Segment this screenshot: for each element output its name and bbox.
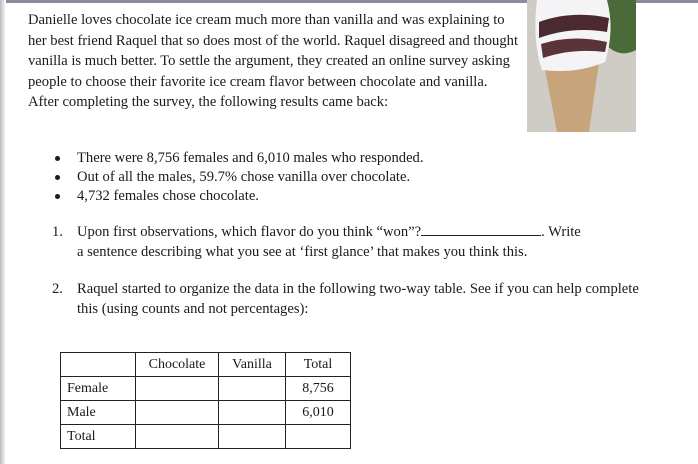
list-item: There were 8,756 females and 6,010 males… xyxy=(55,149,424,168)
table-header-row: Chocolate Vanilla Total xyxy=(60,352,351,377)
top-border xyxy=(0,0,698,3)
results-list: There were 8,756 females and 6,010 males… xyxy=(55,149,424,206)
list-item: 4,732 females chose chocolate. xyxy=(55,187,424,206)
page-edge xyxy=(0,0,6,464)
table-row: Male 6,010 xyxy=(60,400,351,425)
ice-cream-cone-photo xyxy=(527,0,636,132)
table-row: Total xyxy=(60,424,351,449)
list-item: Out of all the males, 59.7% chose vanill… xyxy=(55,168,424,187)
answer-blank[interactable] xyxy=(421,223,542,236)
two-way-table: Chocolate Vanilla Total Female 8,756 Male… xyxy=(60,352,351,449)
question-1: 1. Upon first observations, which flavor… xyxy=(52,223,581,260)
table-row: Female 8,756 xyxy=(60,376,351,401)
question-2: 2. Raquel started to organize the data i… xyxy=(52,281,639,317)
intro-paragraph: Danielle loves chocolate ice cream much … xyxy=(28,12,518,111)
